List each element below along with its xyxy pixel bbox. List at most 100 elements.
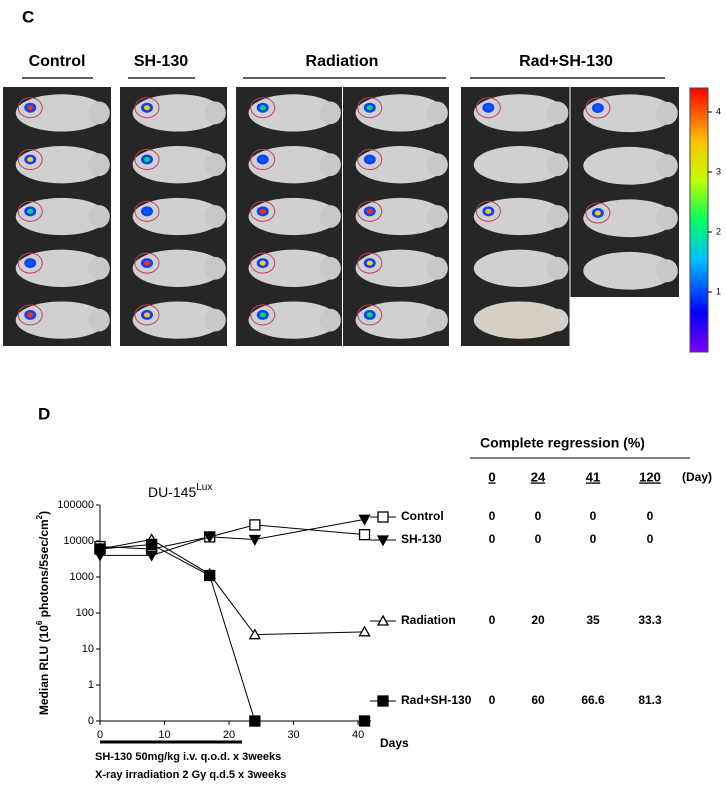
panel-label: D	[38, 404, 50, 423]
table-cell: 0	[590, 509, 597, 523]
mouse-head	[655, 101, 678, 125]
mouse	[248, 94, 339, 132]
legend-label: SH-130	[401, 532, 442, 546]
marker	[358, 625, 371, 637]
table-cell: 0	[489, 613, 496, 627]
mouse-head	[426, 101, 448, 125]
colorbar-label: 1	[716, 286, 721, 296]
x-tick-label: 10	[158, 729, 170, 741]
y-tick-label: 0	[88, 715, 94, 727]
mouse	[248, 249, 339, 287]
mouse	[473, 301, 566, 339]
x-tick-label: 20	[223, 729, 235, 741]
signal	[27, 208, 34, 214]
marker	[145, 550, 158, 562]
mouse-head	[88, 153, 110, 177]
mouse	[15, 249, 108, 287]
roi	[250, 252, 276, 274]
roi	[357, 304, 383, 326]
marker	[248, 628, 261, 640]
mouse-head	[204, 256, 226, 280]
table-cell: 0	[535, 532, 542, 546]
mouse-head	[426, 308, 448, 332]
mouse-head	[204, 153, 226, 177]
mouse-head	[319, 153, 341, 177]
signal	[144, 208, 150, 214]
mouse-head	[426, 153, 448, 177]
roi	[134, 149, 160, 171]
y-axis-label: Median RLU (106 photons/5sec/cm2)	[35, 511, 51, 715]
colorbar-label: 3	[716, 166, 721, 176]
legend-marker	[377, 511, 389, 523]
legend-marker	[377, 695, 389, 707]
chart-title: DU-145Lux	[148, 482, 212, 500]
mouse-head	[319, 308, 341, 332]
signal	[259, 312, 266, 318]
group-header: Radiation	[306, 53, 379, 70]
y-tick-label: 100	[76, 607, 94, 619]
mouse	[15, 94, 108, 132]
signal	[259, 208, 266, 214]
mouse	[473, 146, 566, 184]
signal	[366, 105, 373, 111]
mouse	[15, 146, 108, 184]
treatment-note: X-ray irradiation 2 Gy q.d.5 x 3weeks	[95, 769, 286, 781]
signal	[144, 157, 150, 163]
marker	[203, 532, 216, 544]
colorbar-label: 4	[716, 106, 721, 116]
mouse-head	[88, 205, 110, 228]
marker	[249, 715, 261, 727]
x-axis-label: Days	[380, 736, 409, 750]
roi	[17, 200, 43, 222]
mouse	[583, 146, 676, 185]
mouse-head	[88, 308, 110, 332]
roi	[475, 97, 501, 119]
y-label-part: Median RLU (10	[37, 625, 51, 715]
mouse	[132, 94, 224, 132]
x-tick-label: 0	[97, 729, 103, 741]
day-header: 120	[639, 469, 661, 484]
table-cell: 66.6	[581, 693, 605, 707]
y-tick-label: 10000	[63, 535, 94, 547]
mouse	[15, 197, 108, 236]
marker	[94, 543, 106, 555]
mouse-head	[204, 101, 226, 125]
roi	[17, 304, 43, 326]
signal	[27, 105, 34, 111]
mouse	[132, 146, 224, 184]
title-superscript: Lux	[196, 482, 212, 493]
table-cell: 0	[590, 532, 597, 546]
mouse	[583, 251, 676, 290]
y-label-part: photons/5sec/cm	[37, 519, 51, 620]
signal	[366, 208, 373, 214]
series-line	[99, 538, 365, 636]
roi	[17, 252, 43, 274]
y-label-part: )	[37, 511, 51, 515]
marker	[358, 529, 371, 541]
signal	[259, 260, 266, 266]
signal	[366, 312, 373, 318]
table-cell: 60	[531, 693, 545, 707]
y-label-part: 2	[35, 514, 44, 519]
mouse-head	[546, 256, 569, 280]
signal	[144, 312, 150, 318]
roi	[134, 200, 160, 222]
mouse	[15, 301, 108, 339]
roi	[250, 200, 276, 222]
roi	[250, 304, 276, 326]
mouse-head	[546, 153, 569, 177]
roi	[585, 202, 611, 224]
mouse	[355, 94, 446, 132]
roi	[357, 200, 383, 222]
mouse-head	[204, 205, 226, 228]
mouse-head	[546, 308, 569, 332]
mouse-head	[88, 101, 110, 125]
signal	[259, 157, 266, 163]
mouse-head	[655, 206, 678, 230]
x-tick-label: 30	[287, 729, 299, 741]
day-header: 0	[488, 469, 495, 484]
mouse-head	[204, 308, 226, 332]
table-cell: 33.3	[638, 613, 662, 627]
group-header: Control	[29, 53, 86, 70]
